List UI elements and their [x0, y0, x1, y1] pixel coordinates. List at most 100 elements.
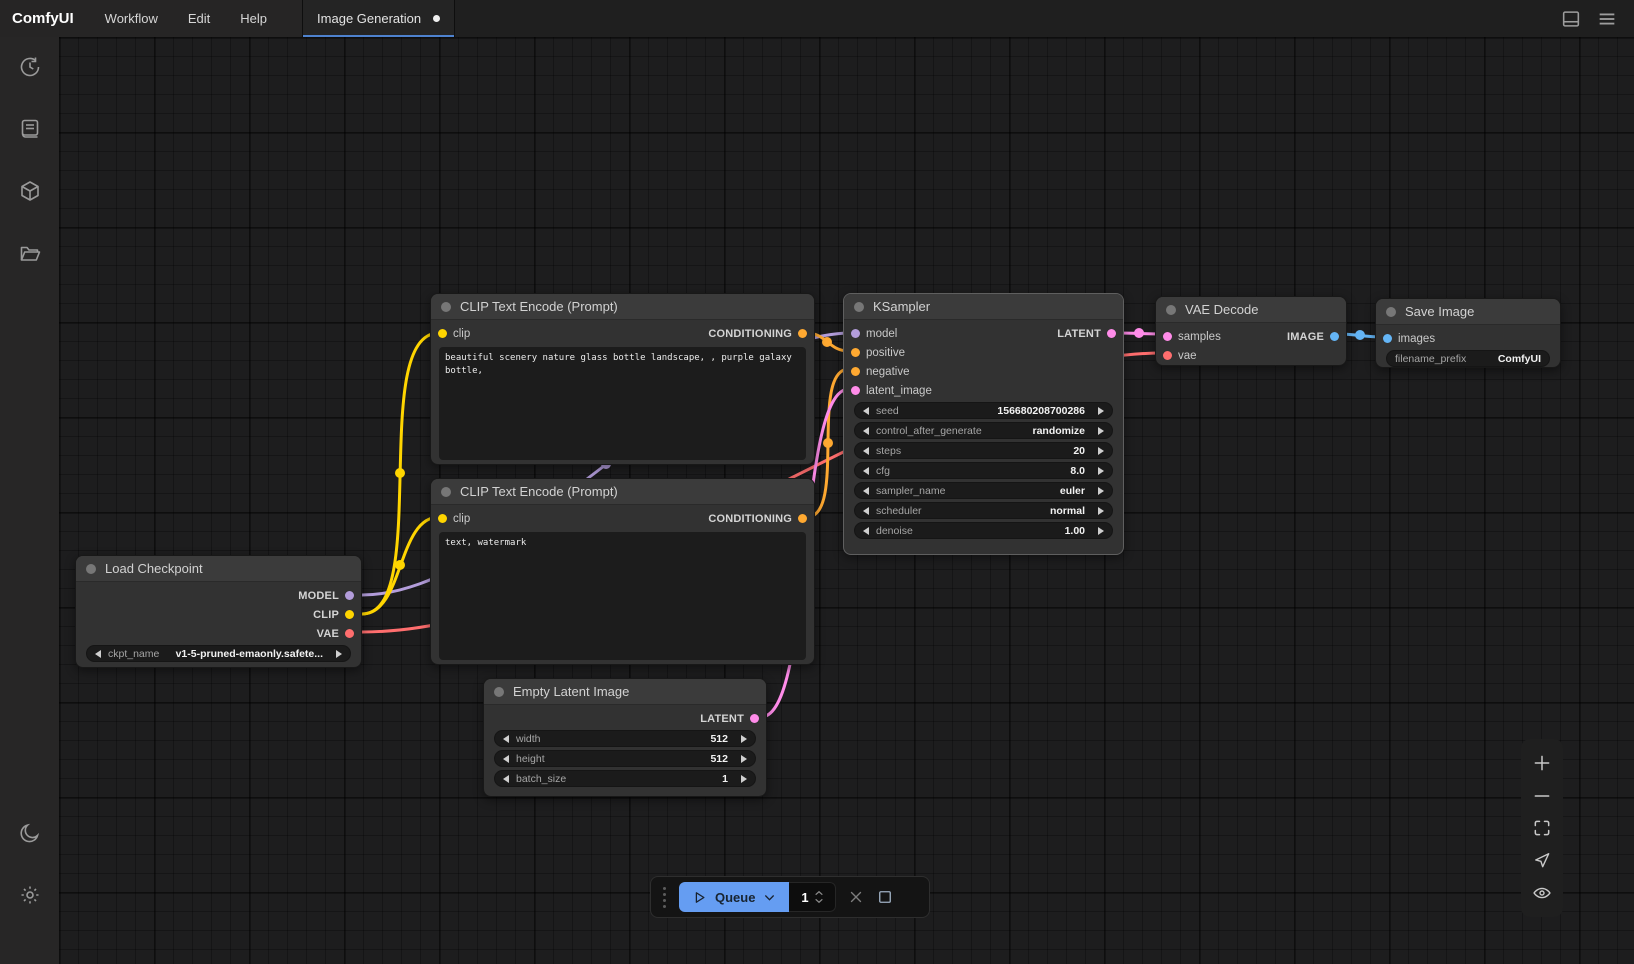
output-port-image[interactable]: IMAGE — [1287, 331, 1339, 343]
port-dot[interactable] — [345, 629, 354, 638]
arrow-right-icon[interactable] — [1098, 506, 1104, 515]
output-port-clip[interactable]: CLIP — [313, 609, 354, 621]
arrow-right-icon[interactable] — [741, 774, 747, 783]
prompt-textarea-negative[interactable]: text, watermark — [439, 532, 806, 660]
node-header[interactable]: KSampler — [844, 294, 1123, 320]
output-port-conditioning[interactable]: CONDITIONING — [708, 513, 807, 525]
port-dot[interactable] — [1330, 332, 1339, 341]
arrow-right-icon[interactable] — [1098, 526, 1104, 535]
drag-handle[interactable] — [661, 885, 668, 910]
widget-cfg[interactable]: cfg 8.0 — [854, 462, 1113, 479]
collapse-dot[interactable] — [494, 686, 504, 697]
port-dot[interactable] — [798, 514, 807, 523]
widget-sampler-name[interactable]: sampler_name euler — [854, 482, 1113, 499]
collapse-dot[interactable] — [86, 563, 96, 574]
arrow-right-icon[interactable] — [741, 754, 747, 763]
widget-control-after-generate[interactable]: control_after_generate randomize — [854, 422, 1113, 439]
input-port-latent-image[interactable]: latent_image — [851, 385, 932, 397]
arrow-left-icon[interactable] — [863, 446, 869, 455]
workflows-log-icon[interactable] — [18, 117, 42, 141]
port-dot[interactable] — [345, 591, 354, 600]
arrow-right-icon[interactable] — [741, 734, 747, 743]
node-clip-text-encode-negative[interactable]: CLIP Text Encode (Prompt) clip CONDITION… — [430, 478, 815, 665]
bottom-panel-icon[interactable] — [1560, 8, 1582, 30]
arrow-left-icon[interactable] — [95, 649, 101, 658]
port-dot[interactable] — [851, 348, 860, 357]
open-folder-icon[interactable] — [18, 241, 42, 265]
node-clip-text-encode-positive[interactable]: CLIP Text Encode (Prompt) clip CONDITION… — [430, 293, 815, 465]
arrow-right-icon[interactable] — [1098, 466, 1104, 475]
widget-scheduler[interactable]: scheduler normal — [854, 502, 1113, 519]
node-vae-decode[interactable]: VAE Decode samples IMAGE vae — [1155, 296, 1347, 366]
settings-gear-icon[interactable] — [18, 883, 42, 907]
menu-edit[interactable]: Edit — [187, 11, 211, 26]
input-port-clip[interactable]: clip — [438, 328, 470, 340]
arrow-left-icon[interactable] — [863, 406, 869, 415]
collapse-dot[interactable] — [441, 301, 451, 312]
port-dot[interactable] — [438, 514, 447, 523]
arrow-left-icon[interactable] — [863, 506, 869, 515]
stepper-up-icon[interactable] — [814, 890, 824, 896]
arrow-left-icon[interactable] — [863, 526, 869, 535]
collapse-dot[interactable] — [1166, 304, 1176, 315]
zoom-in-icon[interactable] — [1532, 753, 1552, 773]
output-port-latent[interactable]: LATENT — [700, 713, 759, 725]
arrow-right-icon[interactable] — [336, 649, 342, 658]
widget-batch-size[interactable]: batch_size 1 — [494, 770, 756, 787]
port-dot[interactable] — [1163, 351, 1172, 360]
node-header[interactable]: VAE Decode — [1156, 297, 1346, 323]
node-header[interactable]: Empty Latent Image — [484, 679, 766, 705]
input-port-negative[interactable]: negative — [851, 366, 909, 378]
collapse-dot[interactable] — [1386, 306, 1396, 317]
input-port-positive[interactable]: positive — [851, 347, 905, 359]
navigate-cursor-icon[interactable] — [1532, 850, 1552, 870]
stop-icon[interactable] — [876, 888, 894, 906]
clear-queue-icon[interactable] — [847, 888, 865, 906]
menu-workflow[interactable]: Workflow — [104, 11, 158, 26]
arrow-right-icon[interactable] — [1098, 486, 1104, 495]
arrow-left-icon[interactable] — [503, 734, 509, 743]
arrow-right-icon[interactable] — [1098, 406, 1104, 415]
arrow-right-icon[interactable] — [1098, 426, 1104, 435]
node-load-checkpoint[interactable]: Load Checkpoint MODEL CLIP VAE — [75, 555, 362, 668]
collapse-dot[interactable] — [441, 486, 451, 497]
arrow-right-icon[interactable] — [1098, 446, 1104, 455]
port-dot[interactable] — [798, 329, 807, 338]
output-port-latent[interactable]: LATENT — [1057, 328, 1116, 340]
port-dot[interactable] — [851, 367, 860, 376]
widget-denoise[interactable]: denoise 1.00 — [854, 522, 1113, 539]
zoom-out-icon[interactable] — [1532, 786, 1552, 806]
history-icon[interactable] — [18, 55, 42, 79]
port-dot[interactable] — [750, 714, 759, 723]
widget-steps[interactable]: steps 20 — [854, 442, 1113, 459]
node-empty-latent-image[interactable]: Empty Latent Image LATENT width 512 heig… — [483, 678, 767, 797]
node-header[interactable]: CLIP Text Encode (Prompt) — [431, 479, 814, 505]
menu-help[interactable]: Help — [240, 11, 268, 26]
input-port-vae[interactable]: vae — [1163, 350, 1197, 362]
port-dot[interactable] — [1383, 334, 1392, 343]
chevron-down-icon[interactable] — [763, 891, 776, 904]
node-library-icon[interactable] — [18, 179, 42, 203]
widget-seed[interactable]: seed 156680208700286 — [854, 402, 1113, 419]
port-dot[interactable] — [1107, 329, 1116, 338]
node-header[interactable]: CLIP Text Encode (Prompt) — [431, 294, 814, 320]
batch-count-input[interactable]: 1 — [789, 882, 837, 912]
output-port-model[interactable]: MODEL — [298, 590, 354, 602]
input-port-model[interactable]: model — [851, 328, 897, 340]
prompt-textarea-positive[interactable]: beautiful scenery nature glass bottle la… — [439, 347, 806, 460]
input-port-images[interactable]: images — [1383, 333, 1435, 345]
stepper-down-icon[interactable] — [814, 898, 824, 904]
arrow-left-icon[interactable] — [863, 466, 869, 475]
port-dot[interactable] — [1163, 332, 1172, 341]
node-header[interactable]: Load Checkpoint — [76, 556, 361, 582]
port-dot[interactable] — [438, 329, 447, 338]
node-header[interactable]: Save Image — [1376, 299, 1560, 325]
widget-filename-prefix[interactable]: filename_prefix ComfyUI — [1386, 350, 1550, 367]
tab-image-generation[interactable]: Image Generation — [303, 0, 456, 37]
arrow-left-icon[interactable] — [863, 426, 869, 435]
widget-width[interactable]: width 512 — [494, 730, 756, 747]
arrow-left-icon[interactable] — [503, 774, 509, 783]
arrow-left-icon[interactable] — [503, 754, 509, 763]
graph-canvas[interactable]: Load Checkpoint MODEL CLIP VAE — [59, 37, 1634, 964]
node-save-image[interactable]: Save Image images filename_prefix ComfyU… — [1375, 298, 1561, 368]
